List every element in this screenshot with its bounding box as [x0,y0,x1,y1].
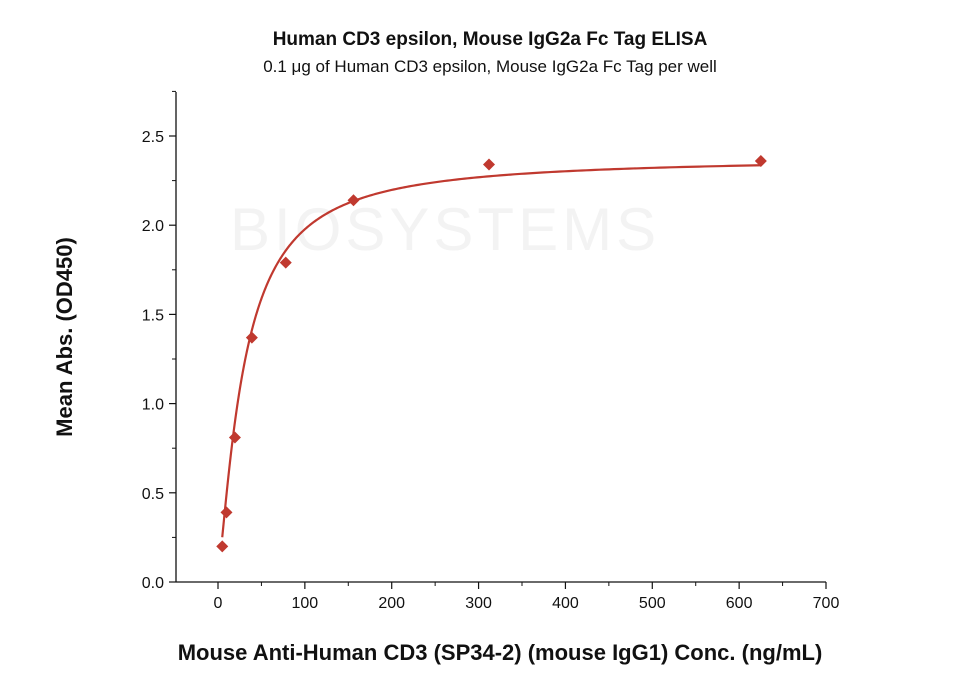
data-point [216,540,229,553]
watermark: BIOSYSTEMS [230,196,660,263]
y-tick-label: 0.0 [142,575,164,592]
chart-title: Human CD3 epsilon, Mouse IgG2a Fc Tag EL… [273,29,708,50]
y-tick-label: 2.5 [142,129,164,146]
data-point [754,154,767,167]
data-point [220,506,233,519]
x-tick-label: 400 [552,595,579,612]
x-tick-label: 200 [378,595,405,612]
y-tick-label: 2.0 [142,218,164,235]
x-tick-label: 0 [214,595,223,612]
y-tick-label: 1.0 [142,397,164,414]
x-axis-label: Mouse Anti-Human CD3 (SP34-2) (mouse IgG… [178,640,823,665]
data-point [228,431,241,444]
x-tick-label: 700 [813,595,840,612]
x-tick-label: 500 [639,595,666,612]
x-tick-label: 100 [292,595,319,612]
y-tick-label: 0.5 [142,486,164,503]
fit-curve [221,164,761,538]
data-point [279,256,292,269]
data-point [482,158,495,171]
y-axis-label: Mean Abs. (OD450) [52,237,77,437]
x-tick-label: 600 [726,595,753,612]
data-point [347,194,360,207]
y-tick-label: 1.5 [142,307,164,324]
data-point [245,331,258,344]
x-tick-label: 300 [465,595,492,612]
chart-subtitle: 0.1 μg of Human CD3 epsilon, Mouse IgG2a… [263,57,717,76]
